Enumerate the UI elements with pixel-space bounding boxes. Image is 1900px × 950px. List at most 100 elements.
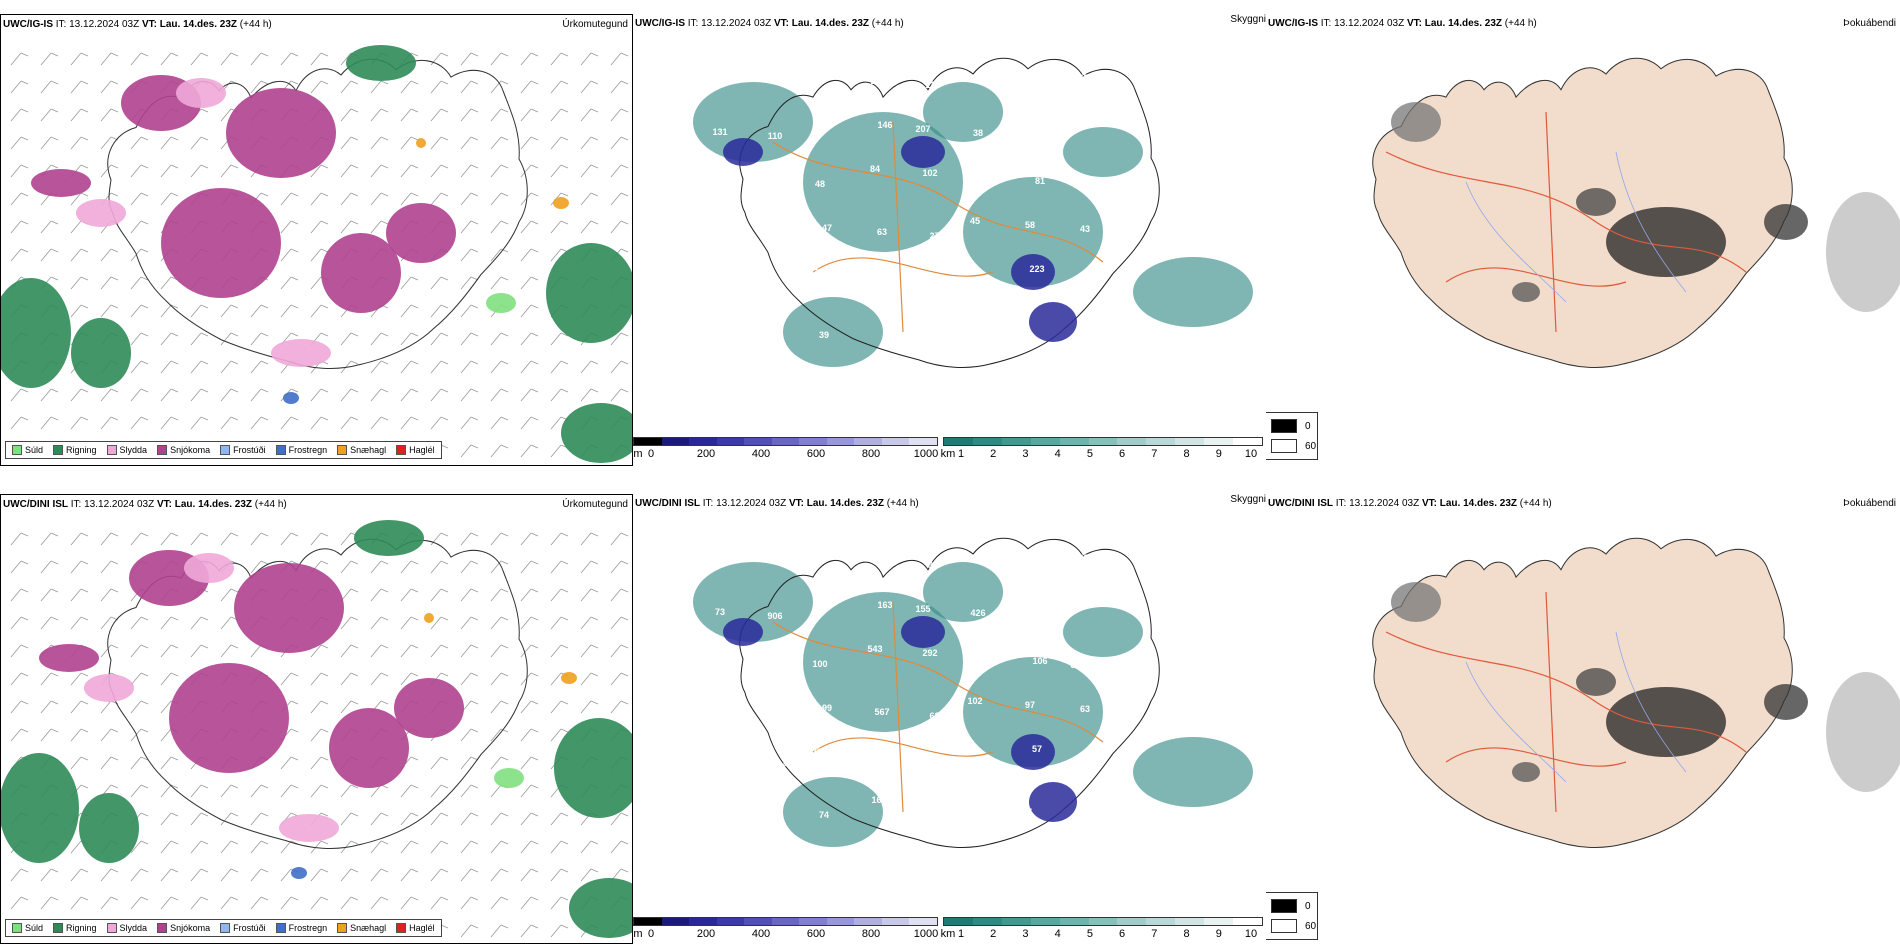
wind-barb (190, 360, 209, 374)
fog-legend-label: 0 (1305, 420, 1311, 432)
wind-barb (400, 416, 419, 430)
wind-barb (310, 756, 329, 770)
ceiling-label: 108 (815, 552, 830, 562)
precip-area (553, 197, 569, 209)
wind-barb (490, 896, 509, 910)
wind-barb (100, 616, 119, 630)
wind-barb (40, 532, 59, 546)
low-visibility-area (1063, 607, 1143, 657)
precip-legend-label: Frostúði (233, 445, 266, 455)
precip-legend-item: Snjókoma (157, 445, 210, 455)
wind-barb (310, 164, 329, 178)
fog-panel-row2: UWC/DINI ISL IT: 13.12.2024 03Z VT: Lau.… (1266, 494, 1900, 944)
ceiling-label: 220 (1025, 612, 1040, 622)
colorbar-tick: 800 (861, 928, 881, 940)
wind-barb (280, 756, 299, 770)
wind-barb (460, 924, 479, 938)
wind-barb (490, 924, 509, 938)
ceiling-label: 124 (822, 116, 837, 126)
wind-barb (370, 360, 389, 374)
wind-barb (160, 532, 179, 546)
precip-area (283, 392, 299, 404)
wind-barb (430, 896, 449, 910)
low-ceiling-area (1011, 254, 1055, 290)
colorbar-tick: 8 (1183, 448, 1190, 460)
wind-barb (400, 332, 419, 346)
precip-area (161, 188, 281, 298)
wind-barb (100, 80, 119, 94)
wind-barb (250, 560, 269, 574)
ceiling-label: 59 (763, 68, 773, 78)
wind-barb (160, 644, 179, 658)
wind-barb (400, 644, 419, 658)
precip-area (424, 613, 434, 623)
wind-barb (550, 812, 569, 826)
wind-barb (10, 588, 29, 602)
wind-barb (460, 80, 479, 94)
wind-barb (550, 332, 569, 346)
wind-barb (280, 52, 299, 66)
wind-barb (610, 560, 629, 574)
ceiling-label: 66 (767, 699, 777, 709)
wind-barb (520, 924, 539, 938)
wind-barb (70, 588, 89, 602)
wind-barb (130, 784, 149, 798)
ceiling-colorbar: m 0 200 400 600 800 1000 (633, 437, 938, 463)
panel-header: UWC/DINI ISL IT: 13.12.2024 03Z VT: Lau.… (635, 498, 919, 509)
wind-barb (340, 644, 359, 658)
colorbar-tick: 10 (1244, 448, 1258, 460)
wind-barb (280, 784, 299, 798)
wind-barb (580, 868, 599, 882)
fog-legend: 0 60 (1266, 892, 1318, 940)
wind-barb (250, 388, 269, 402)
wind-barb (460, 332, 479, 346)
wind-barb (190, 416, 209, 430)
wind-barb (520, 728, 539, 742)
wind-barb (580, 672, 599, 686)
precip-legend-label: Rigning (66, 445, 97, 455)
precip-legend-label: Haglél (409, 445, 435, 455)
wind-barb (400, 896, 419, 910)
precip-area (561, 403, 632, 463)
precip-area (271, 339, 331, 367)
precip-legend-swatch (337, 445, 348, 455)
ceiling-label: 81 (1035, 176, 1045, 186)
ceiling-label: 543 (867, 644, 882, 654)
coastline (739, 57, 1160, 368)
precip-area (226, 88, 336, 178)
wind-barb (130, 220, 149, 234)
colorbar-segment (771, 918, 800, 925)
ceiling-label: 598 (1073, 553, 1088, 563)
wind-barb (520, 756, 539, 770)
wind-barb (100, 52, 119, 66)
colorbar-segment (826, 918, 855, 925)
precip-legend-item: Frostúði (220, 923, 266, 933)
wind-barb (130, 896, 149, 910)
ceiling-label: 237 (760, 548, 775, 558)
wind-barb (10, 532, 29, 546)
precip-area (561, 672, 577, 684)
precip-area (71, 318, 131, 388)
wind-barb (130, 52, 149, 66)
low-visibility-area (783, 297, 883, 367)
ceiling-label: 507 (980, 545, 995, 555)
fog-legend-label: 0 (1305, 900, 1311, 912)
precip-legend-swatch (157, 445, 168, 455)
wind-barb (70, 388, 89, 402)
low-visibility-area (693, 562, 813, 642)
visibility-ticks: km 1 2 3 4 5 6 7 8 9 10 (941, 928, 1263, 942)
ceiling-label: 92 (922, 275, 932, 285)
precip-legend-item: Frostúði (220, 445, 266, 455)
wind-barb (460, 784, 479, 798)
colorbar-unit: m (633, 448, 643, 460)
wind-barb (520, 616, 539, 630)
wind-barb (490, 164, 509, 178)
wind-barb (610, 360, 629, 374)
colorbar-tick: 8 (1183, 928, 1190, 940)
precip-legend-item: Frostregn (275, 445, 327, 455)
ceiling-label: 45 (970, 216, 980, 226)
precip-legend-label: Frostregn (288, 923, 328, 933)
panel-header: UWC/DINI ISL IT: 13.12.2024 03Z VT: Lau.… (3, 499, 287, 510)
fog-swatch-60 (1271, 439, 1297, 453)
